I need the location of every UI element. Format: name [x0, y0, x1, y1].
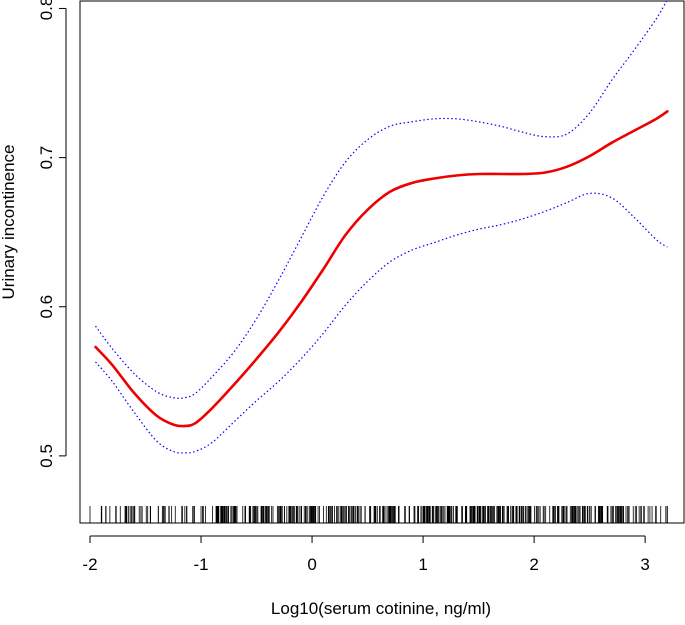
fitted-curve	[94, 110, 669, 428]
x-tick-label: 3	[640, 555, 649, 574]
y-tick-label: 0.8	[37, 0, 56, 20]
x-tick-label: -2	[82, 555, 97, 574]
y-axis: 0.5 0.6 0.7 0.8	[37, 0, 67, 468]
series-lines	[94, 0, 669, 454]
y-axis-title: Urinary incontinence	[0, 145, 18, 300]
lower-ci-curve	[95, 192, 668, 454]
x-axis-title: Log10(serum cotinine, ng/ml)	[271, 599, 491, 618]
y-tick-label: 0.7	[37, 146, 56, 170]
x-tick-label: 0	[307, 555, 316, 574]
plot-frame	[79, 0, 685, 524]
upper-ci-curve	[95, 0, 668, 399]
rug-marks	[89, 506, 668, 523]
x-tick-label: 2	[529, 555, 538, 574]
y-tick-label: 0.5	[37, 444, 56, 468]
x-tick-label: -1	[193, 555, 208, 574]
x-tick-label: 1	[418, 555, 427, 574]
y-tick-label: 0.6	[37, 295, 56, 319]
x-axis: -2 -1 0 1 2 3	[82, 535, 650, 574]
